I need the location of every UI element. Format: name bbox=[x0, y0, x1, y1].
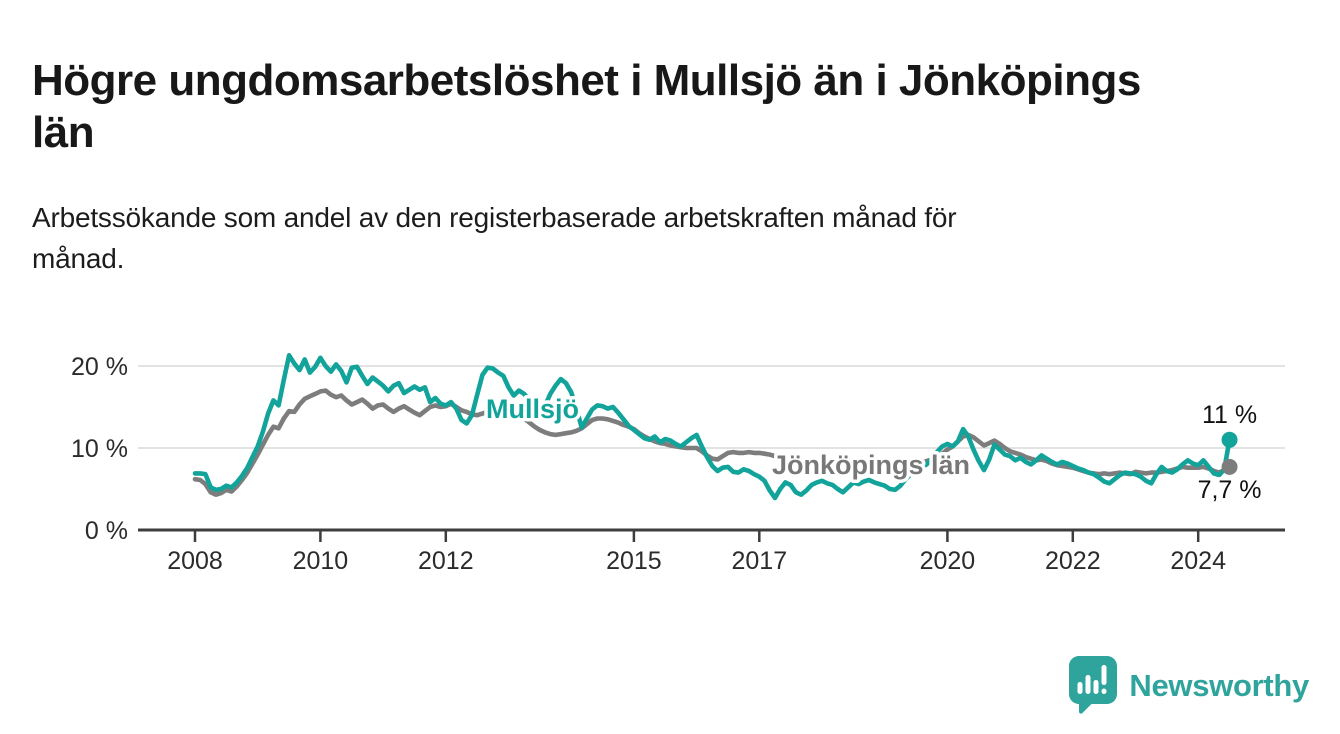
x-tick-label-2020: 2020 bbox=[920, 547, 976, 575]
x-tick-label-2010: 2010 bbox=[293, 547, 349, 575]
x-tick-label-2015: 2015 bbox=[606, 547, 662, 575]
page-subtitle: Arbetssökande som andel av den registerb… bbox=[32, 198, 1272, 279]
series-line-j-nk-pings-l-n bbox=[192, 388, 1232, 497]
series-label-mullsj: Mullsjö bbox=[486, 394, 579, 424]
x-tick-label-2012: 2012 bbox=[418, 547, 474, 575]
page-title-line-2: län bbox=[32, 107, 95, 157]
x-tick-label-2008: 2008 bbox=[167, 547, 223, 575]
page-subtitle-line-2: månad. bbox=[32, 242, 125, 274]
y-tick-label-0: 0 % bbox=[85, 517, 128, 545]
newsworthy-logo: Newsworthy bbox=[1069, 656, 1309, 715]
series-end-dot-j-nk-pings-l-n bbox=[1221, 458, 1238, 475]
series-label-j-nk-pings-l-n: Jönköpings län bbox=[772, 450, 970, 480]
x-tick-label-2017: 2017 bbox=[731, 547, 787, 575]
y-tick-label-10: 10 % bbox=[71, 435, 128, 463]
end-value-label-j-nk-pings-l-n: 7,7 % bbox=[1198, 476, 1262, 504]
x-tick-label-2024: 2024 bbox=[1170, 547, 1226, 575]
page-title: Högre ungdomsarbetslöshet i Mullsjö än i… bbox=[32, 55, 1322, 157]
newsworthy-logo-text: Newsworthy bbox=[1129, 667, 1309, 703]
y-tick-label-20: 20 % bbox=[71, 353, 128, 381]
page-subtitle-line-1: Arbetssökande som andel av den registerb… bbox=[32, 202, 957, 233]
page-title-line-1: Högre ungdomsarbetslöshet i Mullsjö än i… bbox=[32, 56, 1141, 106]
bar-chart-speech-bubble-icon bbox=[1069, 656, 1118, 714]
x-tick-label-2022: 2022 bbox=[1045, 547, 1101, 575]
series-end-dot-mullsj bbox=[1221, 431, 1238, 448]
series-line-mullsj bbox=[192, 353, 1232, 501]
end-value-label-mullsj: 11 % bbox=[1202, 401, 1257, 429]
